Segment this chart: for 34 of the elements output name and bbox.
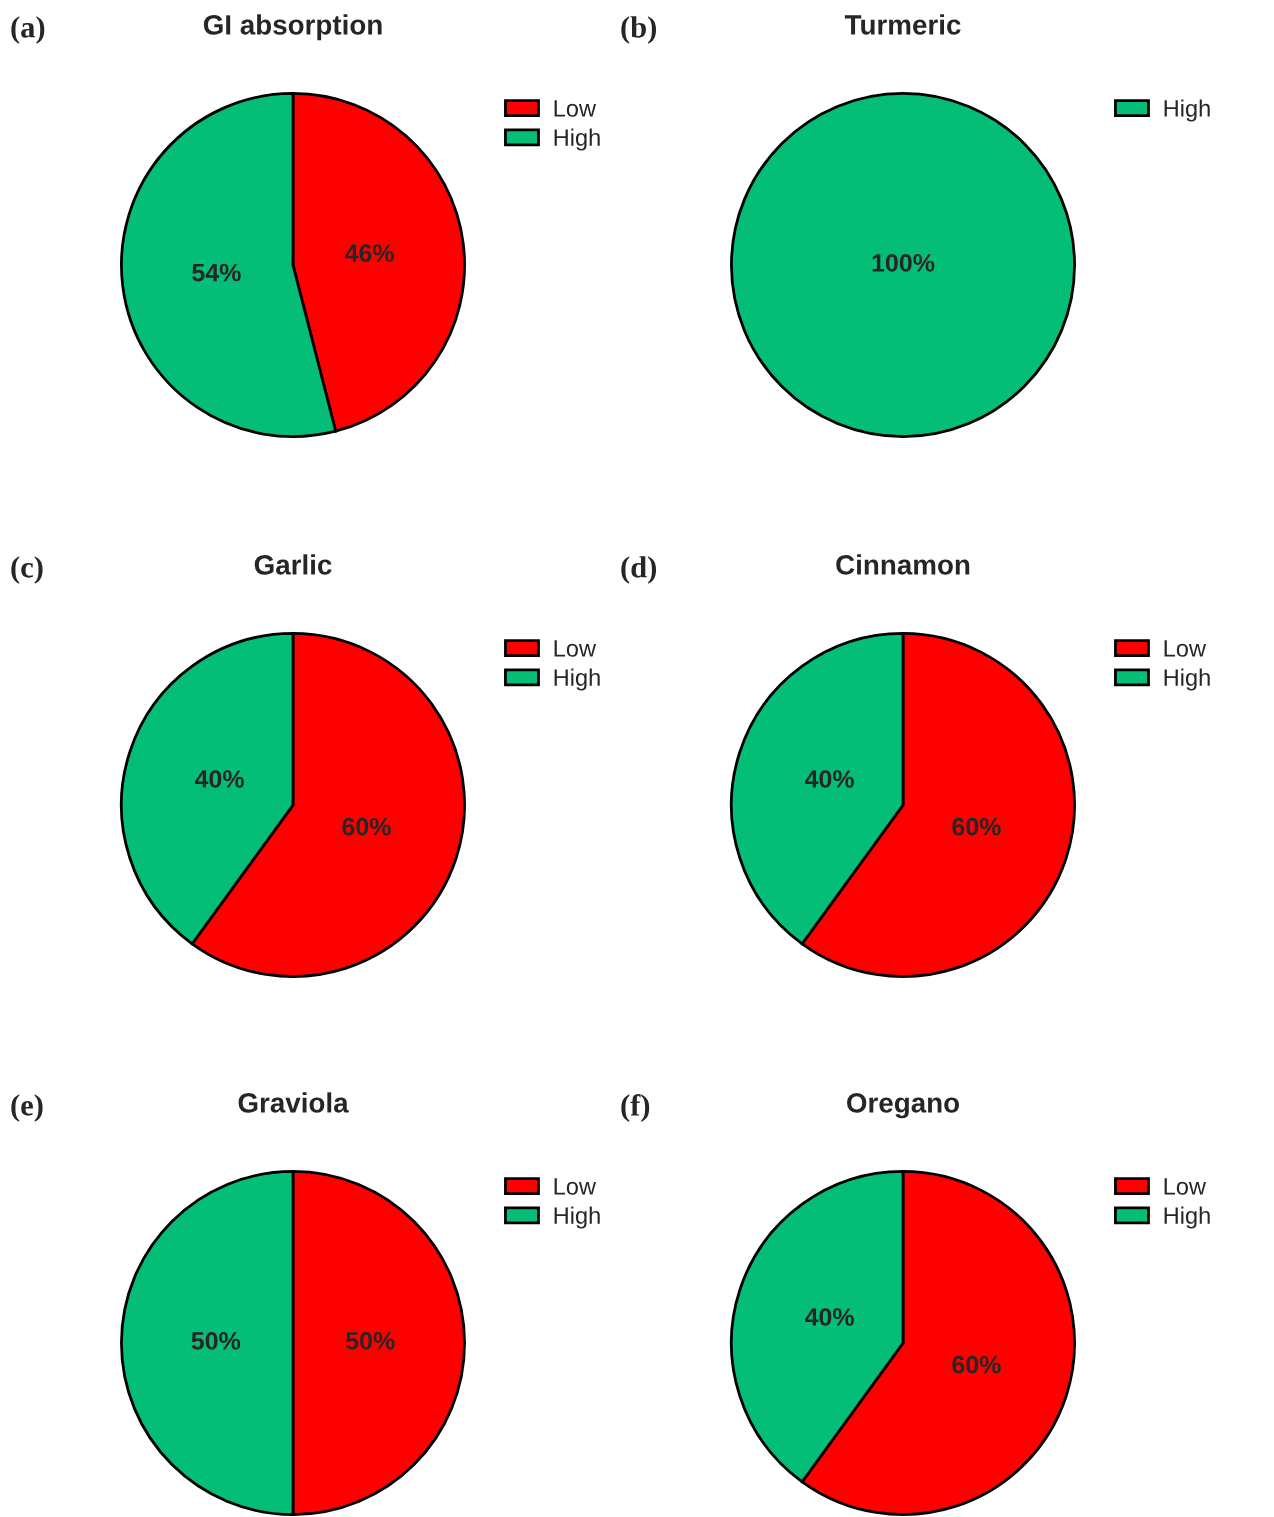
chart-title: Graviola: [238, 1092, 349, 1113]
data-label: 40%: [804, 770, 854, 788]
data-label: 50%: [345, 1332, 395, 1350]
data-label: 60%: [342, 817, 391, 836]
chart-title: Oregano: [847, 1093, 960, 1119]
legend-label: High: [554, 668, 600, 691]
data-label: 100%: [872, 254, 935, 272]
data-label: 46%: [344, 244, 394, 263]
chart-title: Turmeric: [844, 14, 961, 35]
legend-label: Low: [1164, 640, 1207, 657]
data-label: 60%: [952, 1355, 1001, 1374]
chart-title: Cinnamon: [836, 554, 970, 575]
chart-title: GI absorption: [203, 14, 382, 41]
legend-label: Low: [1164, 1178, 1207, 1195]
data-label: 40%: [804, 1308, 854, 1326]
text: (a): [11, 16, 45, 44]
text: (d): [621, 556, 656, 584]
legend-label: High: [554, 1206, 600, 1229]
legend-label: High: [1164, 99, 1210, 122]
text: (f): [621, 1093, 650, 1123]
legend-label: High: [554, 128, 600, 151]
data-label: 50%: [191, 1332, 241, 1350]
text: (e): [11, 1094, 43, 1122]
legend-label: Low: [554, 640, 597, 657]
legend-label: Low: [554, 100, 597, 117]
text: (b): [621, 16, 656, 44]
data-label: 54%: [192, 263, 241, 282]
legend-label: High: [1164, 1206, 1210, 1229]
legend-label: High: [1164, 668, 1210, 691]
data-label: 60%: [952, 817, 1001, 836]
text: (c): [11, 556, 43, 584]
chart-title: Garlic: [254, 554, 332, 575]
data-label: 40%: [194, 770, 244, 788]
legend-label: Low: [554, 1178, 597, 1195]
